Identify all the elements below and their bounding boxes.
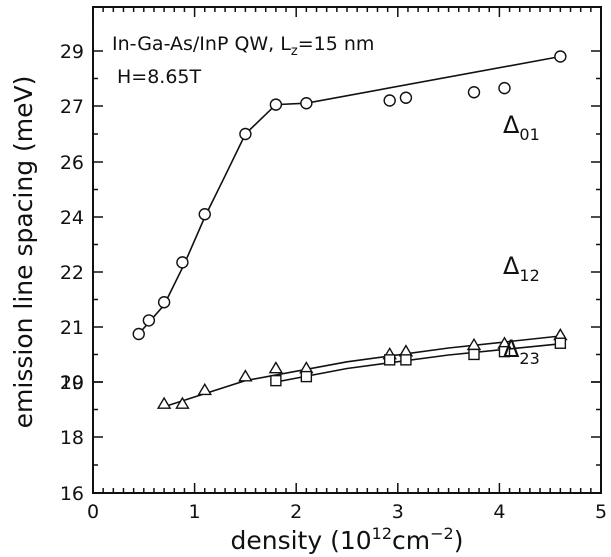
x-tick-label: 2 bbox=[290, 501, 302, 523]
y-tick-label: 16 bbox=[60, 483, 84, 505]
y-axis-label: emission line spacing (meV) bbox=[9, 76, 38, 429]
x-tick-label: 4 bbox=[493, 501, 505, 523]
y-tick-label: 26 bbox=[60, 152, 84, 174]
title-subscript: z bbox=[291, 44, 298, 59]
y-tick-label: 19 bbox=[60, 372, 84, 394]
title-main: In-Ga-As/InP QW, L bbox=[112, 33, 291, 55]
data-point-square bbox=[300, 370, 313, 383]
series-label-delta23-symbol: Δ bbox=[503, 335, 520, 363]
data-markers bbox=[132, 50, 568, 409]
x-axis-label-unit: cm bbox=[392, 526, 430, 555]
data-point-circle bbox=[554, 50, 567, 63]
x-axis-label-close: ) bbox=[454, 526, 464, 555]
data-point-circle bbox=[142, 314, 156, 327]
x-tick-label: 0 bbox=[87, 501, 99, 523]
y-tick-label: 24 bbox=[60, 207, 84, 229]
data-point-circle bbox=[467, 86, 481, 99]
y-tick-label: 27 bbox=[60, 96, 84, 118]
data-point-circle bbox=[198, 208, 211, 221]
title-tail: =15 nm bbox=[298, 33, 375, 55]
data-point-circle bbox=[498, 81, 511, 95]
y-tick-label: 29 bbox=[60, 41, 84, 63]
data-point-triangle bbox=[175, 396, 190, 409]
series-label-delta01-sub: 01 bbox=[519, 125, 539, 144]
data-point-square bbox=[554, 337, 567, 349]
fit-lines bbox=[138, 55, 561, 408]
x-tick-label: 5 bbox=[595, 501, 607, 523]
y-tick-label: 22 bbox=[60, 262, 84, 284]
y-tick-label: 18 bbox=[60, 427, 84, 449]
x-axis-label: density (1012cm−2) bbox=[230, 524, 463, 555]
x-axis-label-exp1: 12 bbox=[372, 524, 392, 543]
fit-line-series-2 bbox=[163, 335, 561, 408]
data-point-square bbox=[383, 354, 396, 366]
data-point-circle bbox=[300, 97, 313, 110]
data-point-triangle bbox=[268, 361, 284, 374]
data-point-triangle bbox=[238, 369, 253, 382]
x-axis-label-exp2: −2 bbox=[430, 524, 454, 543]
y-tick-label: 21 bbox=[60, 317, 84, 339]
x-tick-label: 1 bbox=[189, 501, 201, 523]
data-point-circle bbox=[157, 296, 171, 309]
fit-line-series-1 bbox=[138, 55, 561, 335]
field-label: H=8.65T bbox=[117, 66, 202, 88]
x-tick-label: 3 bbox=[392, 501, 404, 523]
data-point-circle bbox=[132, 327, 145, 341]
data-point-square bbox=[400, 354, 412, 366]
series-label-delta23-sub: 23 bbox=[519, 349, 539, 368]
data-point-circle bbox=[176, 256, 189, 269]
data-point-square bbox=[270, 374, 282, 387]
data-point-circle bbox=[383, 94, 396, 107]
series-label-delta01-symbol: Δ bbox=[503, 111, 520, 139]
data-point-square bbox=[468, 348, 480, 361]
data-point-triangle bbox=[156, 396, 172, 409]
data-point-circle bbox=[269, 98, 283, 111]
title-line: In-Ga-As/InP QW, Lz=15 nm bbox=[112, 33, 374, 59]
data-point-circle bbox=[399, 91, 413, 104]
series-label-delta23: Δ23 bbox=[503, 335, 540, 368]
data-point-triangle bbox=[197, 382, 212, 396]
x-axis-label-main: density (10 bbox=[230, 526, 371, 555]
series-label-delta12-symbol: Δ bbox=[503, 252, 520, 280]
series-label-delta01: Δ01 bbox=[503, 111, 540, 144]
series-label-delta12: Δ12 bbox=[503, 252, 540, 285]
y-tick-label: 20 bbox=[60, 372, 84, 394]
data-point-square bbox=[498, 345, 511, 358]
series-label-delta12-sub: 12 bbox=[519, 266, 539, 285]
data-point-circle bbox=[239, 127, 252, 141]
